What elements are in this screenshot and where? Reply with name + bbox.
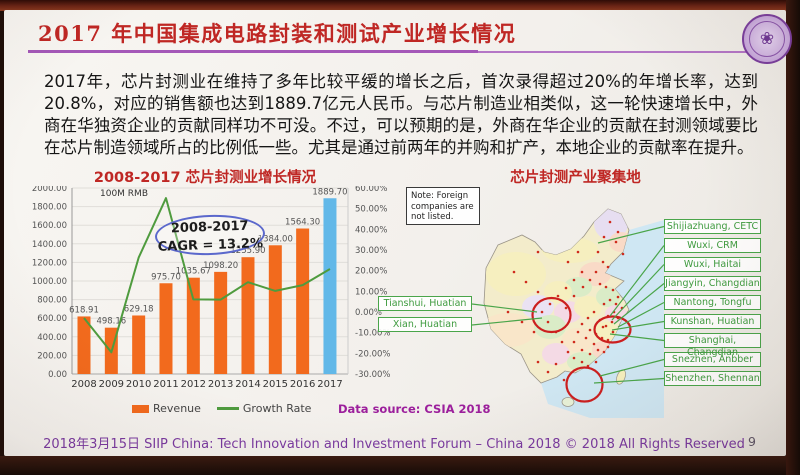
- x-axis-label: 2016: [290, 379, 315, 390]
- photo-bottom-border: [0, 456, 800, 475]
- x-axis-label: 2012: [181, 379, 206, 390]
- left-axis-tick: 2000.00: [32, 186, 67, 194]
- bar-2013: [214, 271, 228, 374]
- x-axis-label: 2010: [126, 379, 151, 390]
- left-axis-tick: 1000.00: [32, 277, 67, 287]
- left-axis-tick: 1600.00: [32, 221, 67, 231]
- x-axis-label: 2015: [263, 379, 288, 390]
- left-axis-tick: 0.00: [48, 370, 67, 380]
- chart-legend: Revenue Growth Rate: [132, 402, 311, 415]
- left-axis-tick: 200.00: [37, 351, 67, 361]
- cluster-circle-west: [531, 296, 572, 334]
- china-map: [478, 192, 668, 421]
- photo-top-border: [0, 0, 800, 11]
- university-seal-logo: ❀: [742, 14, 792, 64]
- right-axis-tick: 20.00%: [355, 267, 387, 277]
- left-axis-tick: 400.00: [37, 333, 67, 343]
- chart-title: 2008-2017 芯片封测业增长情况: [93, 170, 317, 186]
- hainan-island: [561, 397, 575, 407]
- bar-2016: [296, 228, 310, 374]
- body-paragraph: 2017年，芯片封测业在维持了多年比较平缓的增长之后，首次录得超过20%的年增长…: [44, 72, 758, 157]
- slide-footer: 2018年3月15日 SIIP China: Tech Innovation a…: [43, 437, 745, 452]
- right-axis-tick: -20.00%: [355, 349, 390, 359]
- x-axis-label: 2009: [99, 379, 124, 390]
- map-label-left-0: Tianshui, Huatian: [378, 296, 472, 311]
- map-title: 芯片封测产业聚集地: [510, 170, 641, 186]
- page-number: 9: [748, 434, 756, 449]
- left-axis-tick: 1800.00: [32, 203, 67, 213]
- right-axis-tick: 60.00%: [355, 186, 387, 194]
- map-cluster-labels-right: Shijiazhuang, CETC Wuxi, CRM Wuxi, Haitai J…: [664, 219, 761, 390]
- bar-value-label: 618.91: [69, 305, 99, 315]
- map-label-right-6: Shanghai, Changdian: [664, 333, 761, 358]
- map-label-right-0: Shijiazhuang, CETC: [664, 219, 761, 234]
- bar-value-label: 1384.00: [258, 234, 293, 244]
- map-label-right-3: Jiangyin, Changdian: [664, 276, 761, 291]
- map-label-right-1: Wuxi, CRM: [664, 238, 761, 253]
- x-axis-label: 2008: [71, 379, 96, 390]
- map-label-right-2: Wuxi, Haitai: [664, 257, 761, 272]
- bar-value-label: 1035.67: [176, 267, 211, 277]
- slide-title: 2017 年中国集成电路封装和测试产业增长情况: [38, 21, 517, 46]
- cagr-annotation-value: CAGR = 13.2%: [157, 236, 264, 255]
- bar-2012: [186, 277, 200, 374]
- right-axis-tick: 0.00%: [355, 308, 382, 318]
- bar-2017: [323, 198, 337, 374]
- right-axis-tick: 50.00%: [355, 205, 387, 215]
- right-axis-tick: 30.00%: [355, 246, 387, 256]
- left-axis-tick: 600.00: [37, 314, 67, 324]
- bar-value-label: 629.18: [124, 304, 154, 314]
- bar-2010: [132, 315, 146, 374]
- unit-label: 100M RMB: [100, 189, 148, 199]
- left-axis-tick: 800.00: [37, 296, 67, 306]
- right-axis-tick: -30.00%: [355, 370, 390, 380]
- bar-2015: [268, 245, 282, 374]
- right-axis-tick: -10.00%: [355, 329, 390, 339]
- left-axis-tick: 1400.00: [32, 240, 67, 250]
- data-source: Data source: CSIA 2018: [338, 402, 491, 416]
- photo-right-border: [786, 0, 800, 475]
- map-label-left-1: Xian, Huatian: [378, 317, 472, 332]
- legend-growth-rate-label: Growth Rate: [242, 402, 312, 415]
- right-axis-tick: 40.00%: [355, 225, 387, 235]
- growth-rate-swatch-icon: [216, 407, 239, 410]
- bar-2008: [77, 316, 91, 374]
- revenue-swatch-icon: [132, 404, 149, 413]
- map-label-right-4: Nantong, Tongfu: [664, 295, 761, 310]
- map-cluster-labels-left: Tianshui, Huatian Xian, Huatian: [378, 296, 472, 338]
- map-label-right-5: Kunshan, Huatian: [664, 314, 761, 329]
- china-map-canvas: [483, 208, 664, 418]
- right-axis-tick: 10.00%: [355, 287, 387, 297]
- left-axis-tick: 1200.00: [32, 258, 67, 268]
- x-axis-label: 2011: [153, 379, 178, 390]
- legend-item-growth-rate: Growth Rate: [216, 402, 312, 415]
- foreign-companies-note: Note: Foreign companies are not listed.: [406, 187, 480, 225]
- bar-2011: [159, 283, 173, 374]
- bar-value-label: 1564.30: [285, 218, 320, 228]
- bar-2014: [241, 257, 255, 374]
- map-label-right-7: Snezhen, Anbber: [664, 352, 761, 367]
- logo-emblem-icon: ❀: [749, 21, 785, 57]
- bar-value-label: 1255.90: [230, 246, 265, 256]
- title-underline-thin: [478, 51, 770, 53]
- bar-value-label: 975.70: [151, 272, 181, 282]
- bar-value-label: 1098.20: [203, 261, 238, 271]
- x-axis-label: 2013: [208, 379, 233, 390]
- cluster-circle-pearl-delta: [565, 366, 604, 403]
- growth-chart: 0.00 200.00 400.00 600.00 800.00 1000.00 1200.…: [30, 184, 400, 398]
- title-underline: [28, 50, 478, 53]
- map-label-right-8: Shenzhen, Shennan: [664, 371, 761, 386]
- chart-canvas: 0.00 200.00 400.00 600.00 800.00 1000.00 1200.…: [32, 184, 391, 390]
- x-axis-label: 2017: [317, 379, 342, 390]
- legend-item-revenue: Revenue: [132, 402, 201, 415]
- legend-revenue-label: Revenue: [153, 402, 201, 415]
- cagr-annotation: 2008-2017 CAGR = 13.2%: [154, 213, 266, 257]
- bar-value-label: 1889.70: [312, 187, 347, 197]
- growth-rate-line: [83, 197, 331, 354]
- x-axis-label: 2014: [235, 379, 260, 390]
- bar-value-label: 498.16: [96, 317, 126, 327]
